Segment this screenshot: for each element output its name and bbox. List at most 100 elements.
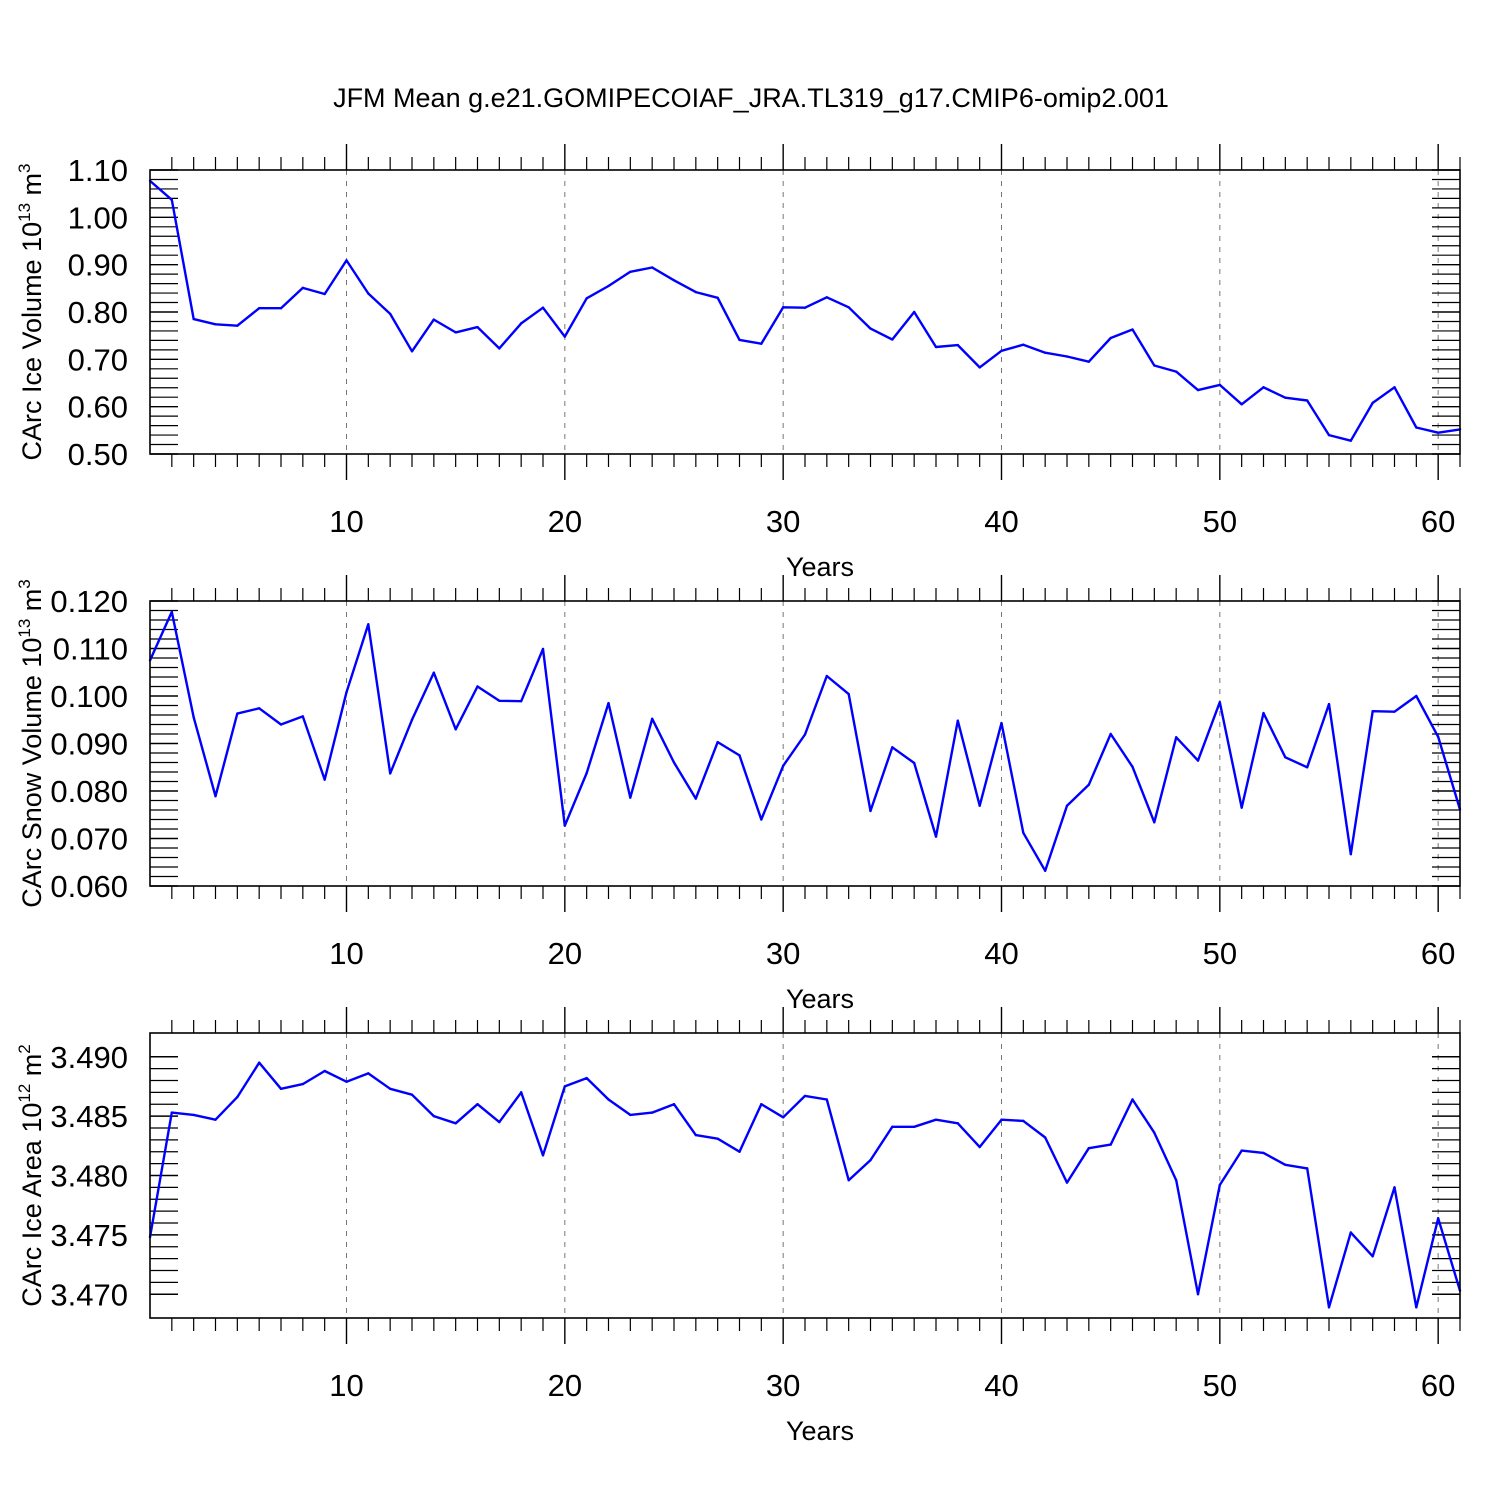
data-point	[585, 771, 588, 775]
data-point	[781, 1116, 785, 1119]
data-point	[607, 284, 610, 288]
data-point	[432, 671, 436, 674]
data-point	[585, 297, 588, 300]
data-point	[738, 338, 741, 342]
data-point	[279, 723, 283, 726]
data-point	[1109, 1143, 1112, 1146]
data-point	[738, 754, 741, 757]
y-axis-label: CArc Ice Volume 1013 m3	[15, 163, 47, 460]
data-point	[1153, 1131, 1156, 1134]
y-tick-label: 0.60	[68, 390, 128, 425]
data-point	[934, 835, 938, 838]
data-point	[541, 306, 545, 309]
data-point	[1393, 1186, 1396, 1189]
data-point	[869, 1158, 872, 1162]
panels: 10 20 30 40 50 60 0.50 0.60 0.70 0.80 0.90 1.00 1.10…	[15, 144, 1462, 1446]
data-point	[1415, 1306, 1418, 1309]
x-tick-label: 50	[1203, 1368, 1237, 1403]
data-point	[912, 1125, 916, 1129]
data-point	[1000, 721, 1003, 725]
data-point	[1174, 736, 1178, 739]
y-axis-label: CArc Snow Volume 1013 m3	[15, 579, 47, 908]
data-point	[192, 317, 195, 321]
data-point	[410, 718, 414, 721]
data-point	[279, 1087, 283, 1091]
data-point	[323, 778, 326, 781]
data-point	[1240, 1149, 1243, 1152]
data-point	[1349, 852, 1353, 856]
figure-title: JFM Mean g.e21.GOMIPECOIAF_JRA.TL319_g17…	[333, 83, 1169, 113]
data-point	[236, 324, 239, 327]
data-point	[781, 764, 785, 768]
data-point	[891, 338, 894, 341]
x-tick-label: 30	[766, 1368, 800, 1403]
data-point	[650, 1111, 654, 1114]
data-point	[803, 306, 807, 309]
data-point	[1131, 765, 1134, 768]
x-tick-label: 40	[984, 1368, 1018, 1403]
data-point	[1131, 328, 1134, 331]
data-point	[1218, 1183, 1222, 1187]
y-tick-label: 1.00	[68, 200, 128, 235]
data-point	[257, 1061, 261, 1064]
y-tick-label: 3.485	[50, 1099, 128, 1134]
y-tick-label: 0.70	[68, 342, 128, 377]
data-point	[803, 1094, 807, 1098]
y-tick-label: 3.490	[50, 1040, 128, 1075]
data-point	[847, 1179, 850, 1182]
data-point	[869, 809, 872, 813]
data-point	[585, 1076, 588, 1080]
data-point	[760, 818, 763, 821]
data-point	[279, 307, 283, 310]
data-point	[1327, 433, 1331, 437]
data-point	[323, 292, 326, 296]
x-axis-label: Years	[786, 984, 854, 1014]
data-point	[891, 1125, 894, 1129]
data-point	[1349, 1231, 1353, 1234]
data-point	[345, 1080, 348, 1083]
data-point	[410, 350, 414, 353]
y-tick-label: 3.480	[50, 1159, 128, 1194]
data-point	[367, 623, 370, 626]
data-point	[563, 824, 567, 827]
data-point	[650, 717, 654, 720]
data-point	[650, 266, 654, 269]
y-axis-label: CArc Ice Area 1012 m2	[15, 1044, 47, 1307]
plot-frame	[149, 600, 1461, 887]
panel-2: 10 20 30 40 50 60 0.060 0.070 0.080 0.090 0.100 0.1…	[15, 575, 1462, 1014]
data-point	[1065, 355, 1069, 358]
data-point	[1065, 804, 1069, 807]
data-point	[454, 728, 457, 731]
data-point	[912, 310, 916, 314]
data-point	[1240, 403, 1243, 406]
data-point	[1218, 700, 1222, 704]
data-point	[847, 692, 850, 696]
data-point	[388, 1087, 392, 1091]
data-point	[1109, 336, 1112, 340]
data-point	[869, 327, 872, 330]
data-point	[1000, 349, 1003, 353]
data-point	[1371, 710, 1374, 713]
data-point	[1109, 732, 1112, 736]
data-point	[760, 1103, 763, 1106]
data-point	[978, 1145, 981, 1149]
data-point	[694, 290, 698, 294]
data-point	[301, 715, 305, 718]
y-tick-label: 0.080	[50, 774, 128, 809]
data-point	[1043, 1136, 1047, 1139]
data-point	[1393, 710, 1396, 713]
data-point	[476, 685, 479, 688]
data-point	[367, 1072, 370, 1075]
data-point	[956, 719, 960, 722]
data-point	[301, 286, 305, 290]
x-tick-label: 30	[766, 936, 800, 971]
data-point	[825, 674, 829, 678]
x-tick-label: 40	[984, 936, 1018, 971]
y-tick-label: 1.10	[68, 153, 128, 188]
data-point	[891, 746, 894, 749]
data-point	[454, 331, 457, 334]
data-point	[1153, 364, 1156, 367]
data-point	[410, 1093, 414, 1096]
x-tick-label: 50	[1203, 936, 1237, 971]
